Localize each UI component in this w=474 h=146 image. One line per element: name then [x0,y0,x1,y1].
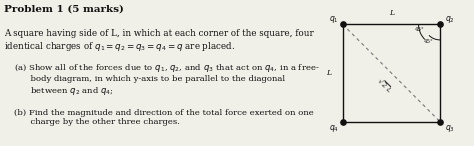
Text: $q_4$: $q_4$ [329,123,339,134]
Text: L: L [326,69,331,77]
Text: $\sqrt{2}\,L$: $\sqrt{2}\,L$ [374,75,394,94]
Text: (b) Find the magnitude and direction of the total force exerted on one
      cha: (b) Find the magnitude and direction of … [14,109,313,126]
Text: 45°: 45° [423,39,433,44]
Text: 45°: 45° [415,27,424,32]
Text: Problem 1 (5 marks): Problem 1 (5 marks) [4,4,124,13]
Text: $q_1$: $q_1$ [329,14,339,25]
Text: A square having side of L, in which at each corner of the square, four
identical: A square having side of L, in which at e… [4,29,313,53]
Text: L: L [389,9,394,16]
Text: $q_3$: $q_3$ [445,123,455,134]
Text: (a) Show all of the forces due to $q_1$, $q_2$, and $q_3$ that act on $q_4$, in : (a) Show all of the forces due to $q_1$,… [14,62,319,97]
Text: $q_2$: $q_2$ [445,14,455,25]
